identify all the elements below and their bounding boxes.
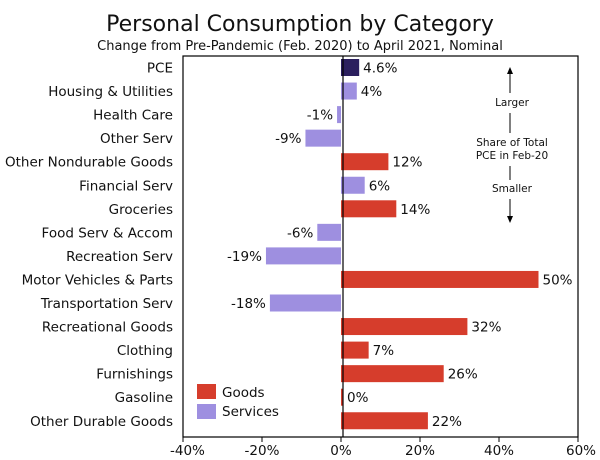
bar-other-serv: [305, 129, 341, 147]
chart-subtitle: Change from Pre-Pandemic (Feb. 2020) to …: [97, 39, 503, 54]
x-tick-label: -40%: [170, 443, 205, 459]
category-label-health-care: Health Care: [93, 108, 173, 124]
value-label-food-serv-accom: -6%: [287, 225, 313, 241]
annotation-share-line1: Share of Total: [476, 137, 548, 149]
value-label-recreational-goods: 32%: [471, 320, 501, 336]
bar-housing-utilities: [341, 82, 357, 100]
x-tick-label: 0%: [330, 443, 352, 459]
category-label-financial-serv: Financial Serv: [79, 178, 173, 194]
category-label-gasoline: Gasoline: [115, 390, 173, 406]
legend-label-goods: Goods: [222, 385, 265, 401]
category-label-food-serv-accom: Food Serv & Accom: [42, 225, 173, 241]
arrow-up-icon: [507, 67, 513, 74]
bar-food-serv-accom: [317, 223, 341, 241]
x-tick-label: 20%: [405, 443, 435, 459]
annotation-smaller: Smaller: [492, 183, 533, 195]
bar-recreation-serv: [265, 247, 341, 265]
legend-swatch-goods: [197, 384, 216, 399]
arrow-down-icon: [507, 216, 513, 223]
category-label-other-nondurable-goods: Other Nondurable Goods: [5, 155, 173, 171]
legend-swatch-services: [197, 404, 216, 419]
category-labels: PCE Housing & Utilities Health Care Other S…: [5, 61, 173, 430]
value-label-clothing: 7%: [373, 343, 395, 359]
bar-other-nondurable-goods: [341, 153, 389, 171]
size-annotation: Larger Share of Total PCE in Feb-20 Smal…: [476, 67, 548, 223]
legend-label-services: Services: [222, 404, 279, 420]
category-label-motor-vehicles-parts: Motor Vehicles & Parts: [22, 272, 173, 288]
value-label-other-nondurable-goods: 12%: [392, 155, 422, 171]
category-label-housing-utilities: Housing & Utilities: [48, 84, 173, 100]
bar-pce: [341, 59, 360, 76]
bar-other-durable-goods: [341, 412, 428, 430]
x-tick-label: -20%: [245, 443, 280, 459]
bar-health-care: [337, 106, 341, 124]
value-labels: 4.6% 4% -1% -9% 12%6% 14% -6% -19% 50% -18% 32% 7% 2…: [227, 61, 573, 430]
bar-financial-serv: [341, 176, 365, 194]
x-axis-ticks: -40% -20% 0% 20% 40% 60%: [170, 437, 596, 459]
bar-clothing: [341, 341, 369, 359]
x-tick-label: 60%: [566, 443, 596, 459]
value-label-pce: 4.6%: [363, 61, 397, 77]
value-label-furnishings: 26%: [448, 367, 478, 383]
category-label-pce: PCE: [147, 61, 173, 77]
value-label-other-durable-goods: 22%: [432, 414, 462, 430]
plot-frame: [182, 55, 579, 438]
value-label-motor-vehicles-parts: 50%: [543, 272, 573, 288]
value-label-health-care: -1%: [307, 108, 333, 124]
value-label-groceries: 14%: [400, 202, 430, 218]
value-label-financial-serv: 6%: [369, 178, 391, 194]
bar-recreational-goods: [341, 318, 468, 336]
category-label-groceries: Groceries: [109, 202, 173, 218]
bar-groceries: [341, 200, 397, 218]
bar-furnishings: [341, 365, 444, 383]
bar-motor-vehicles-parts: [341, 270, 539, 288]
annotation-share-line2: PCE in Feb-20: [476, 150, 548, 162]
bar-gasoline: [341, 388, 343, 406]
value-label-gasoline: 0%: [347, 390, 369, 406]
category-label-transportation-serv: Transportation Serv: [40, 296, 173, 312]
value-label-recreation-serv: -19%: [227, 249, 262, 265]
bars-layer: [265, 59, 539, 430]
legend: Goods Services: [197, 384, 279, 420]
category-label-recreational-goods: Recreational Goods: [42, 320, 173, 336]
annotation-larger: Larger: [495, 97, 530, 109]
x-tick-label: 40%: [484, 443, 514, 459]
category-label-recreation-serv: Recreation Serv: [66, 249, 173, 265]
category-label-other-serv: Other Serv: [100, 131, 173, 147]
value-label-transportation-serv: -18%: [231, 296, 266, 312]
category-label-other-durable-goods: Other Durable Goods: [30, 414, 173, 430]
value-label-other-serv: -9%: [275, 131, 301, 147]
value-label-housing-utilities: 4%: [361, 84, 383, 100]
category-label-furnishings: Furnishings: [96, 367, 173, 383]
category-label-clothing: Clothing: [117, 343, 173, 359]
bar-transportation-serv: [269, 294, 341, 312]
chart-title: Personal Consumption by Category: [106, 12, 494, 37]
